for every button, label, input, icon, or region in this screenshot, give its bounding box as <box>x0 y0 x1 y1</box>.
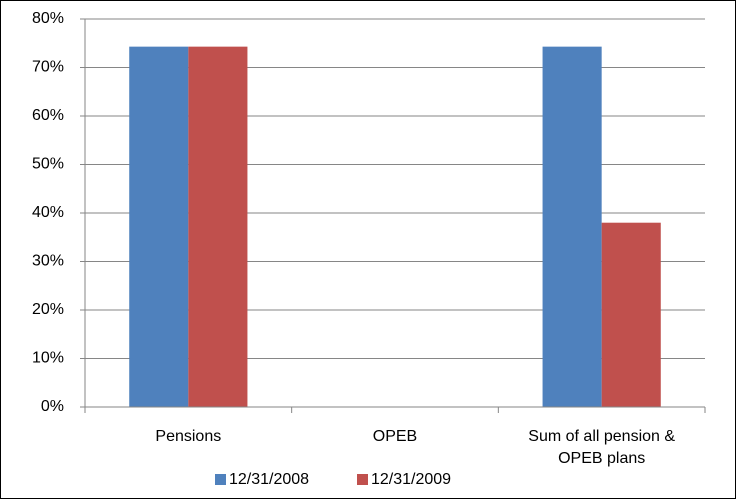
bar <box>188 46 248 408</box>
bar <box>129 46 189 408</box>
y-tick-label: 80% <box>32 10 64 27</box>
legend-swatch <box>215 474 226 485</box>
legend-label: 12/31/2008 <box>229 471 309 488</box>
bar <box>601 222 661 407</box>
legend-swatch <box>357 474 368 485</box>
y-tick-label: 70% <box>32 59 64 76</box>
y-tick-label: 30% <box>32 253 64 270</box>
y-tick-label: 60% <box>32 107 64 124</box>
bar <box>542 46 602 408</box>
y-tick-label: 0% <box>41 398 64 415</box>
y-tick-label: 50% <box>32 156 64 173</box>
x-tick-label: Sum of all pension & OPEB plans <box>528 428 676 467</box>
y-tick-label: 10% <box>32 350 64 367</box>
y-tick-label: 20% <box>32 301 64 318</box>
y-tick-label: 40% <box>32 204 64 221</box>
x-tick-label: Pensions <box>155 428 222 445</box>
legend-label: 12/31/2009 <box>371 471 451 488</box>
x-tick-label: OPEB <box>372 428 418 445</box>
